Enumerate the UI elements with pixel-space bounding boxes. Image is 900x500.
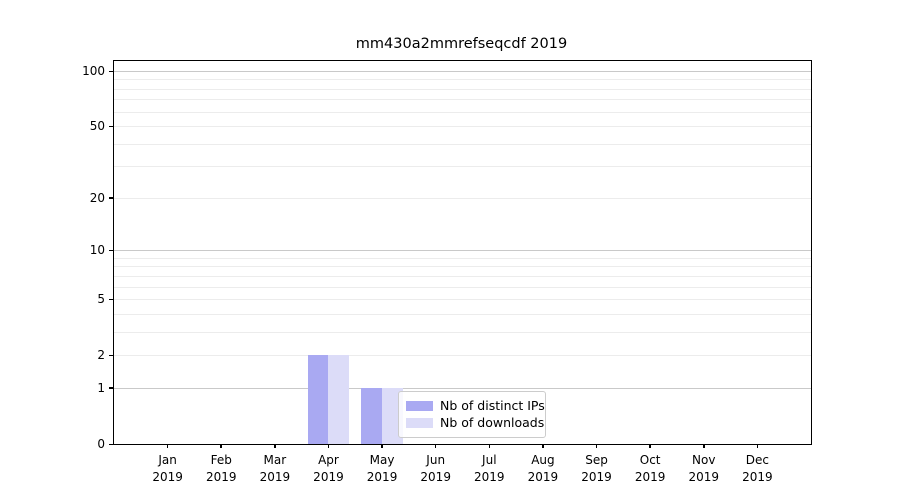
legend-label: Nb of downloads (440, 415, 545, 430)
gridline-minor (114, 313, 811, 315)
x-tick-mark (434, 444, 437, 448)
y-tick-label: 20 (89, 190, 105, 205)
y-tick-label: 10 (89, 243, 105, 258)
x-tick-label: Jan 2019 (152, 453, 183, 484)
x-tick-mark (381, 444, 383, 448)
x-tick-label: Apr 2019 (313, 453, 344, 484)
x-tick-mark (274, 444, 276, 448)
legend: Nb of distinct IPs Nb of downloads (398, 391, 546, 438)
gridline-minor (114, 197, 811, 199)
gridline-minor (114, 275, 811, 277)
x-tick-mark (488, 444, 491, 448)
x-tick-label: Mar 2019 (259, 453, 291, 484)
legend-item: Nb of downloads (406, 414, 544, 431)
y-tick-mark (109, 354, 113, 357)
gridline-minor (114, 79, 811, 81)
bar-distinct-ips (361, 387, 383, 444)
x-tick-label: Jul 2019 (474, 453, 505, 484)
gridline-minor (114, 257, 811, 259)
y-tick-label: 0 (97, 437, 105, 451)
x-tick-mark (703, 444, 705, 448)
y-tick-mark (109, 125, 113, 128)
gridline-minor (114, 355, 811, 357)
gridline-minor (114, 299, 811, 301)
gridline-minor (114, 99, 811, 101)
y-tick-mark (109, 298, 113, 301)
x-tick-label: Jun 2019 (420, 453, 451, 484)
x-tick-label: Sep 2019 (581, 453, 612, 484)
legend-swatch-icon (406, 400, 433, 411)
chart-title: mm430a2mmrefseqcdf 2019 (355, 36, 568, 52)
gridline-minor (114, 88, 811, 90)
bar-downloads (382, 387, 403, 444)
x-tick-mark (595, 444, 598, 448)
y-tick-label: 1 (97, 380, 105, 395)
legend-items: Nb of distinct IPs Nb of downloads (406, 397, 545, 431)
y-tick-label: 50 (89, 119, 105, 134)
y-tick-mark (109, 387, 113, 389)
x-tick-label: Dec 2019 (742, 453, 773, 484)
gridline-major (114, 250, 811, 252)
legend-item: Nb of distinct IPs (406, 397, 545, 414)
gridline-minor (114, 126, 811, 128)
x-tick-mark (649, 444, 651, 448)
legend-swatch-icon (406, 417, 433, 428)
y-tick-mark (109, 70, 113, 72)
x-tick-mark (542, 444, 544, 448)
bar-distinct-ips (307, 355, 329, 444)
gridline-minor (114, 166, 811, 168)
gridline-minor (114, 111, 811, 113)
gridline-major (114, 387, 811, 389)
plot-area: 0 1 2 5 10 20 50 100 Jan 2019 Feb 2019 Mar 2019 Apr 20… (82, 60, 812, 484)
bar-downloads (328, 355, 350, 444)
y-tick-label: 100 (82, 64, 105, 78)
x-tick-mark (327, 444, 330, 448)
y-tick-mark (109, 443, 113, 445)
x-tick-label: Oct 2019 (634, 453, 666, 484)
x-tick-mark (756, 444, 759, 448)
x-tick-mark (166, 444, 169, 448)
gridline-minor (114, 266, 811, 268)
y-tick-label: 2 (97, 348, 105, 363)
gridline-major (114, 71, 811, 72)
gridline-minor (114, 286, 811, 288)
gridline-minor (114, 331, 811, 333)
y-tick-mark (109, 249, 113, 252)
legend-label: Nb of distinct IPs (440, 398, 545, 413)
y-tick-label: 5 (97, 292, 105, 307)
x-tick-label: Nov 2019 (688, 453, 720, 484)
gridline-minor (114, 143, 811, 145)
x-tick-label: May 2019 (366, 453, 398, 484)
x-tick-label: Aug 2019 (527, 453, 559, 484)
y-tick-mark (109, 197, 113, 199)
x-tick-mark (220, 444, 222, 448)
x-tick-label: Feb 2019 (205, 453, 237, 484)
